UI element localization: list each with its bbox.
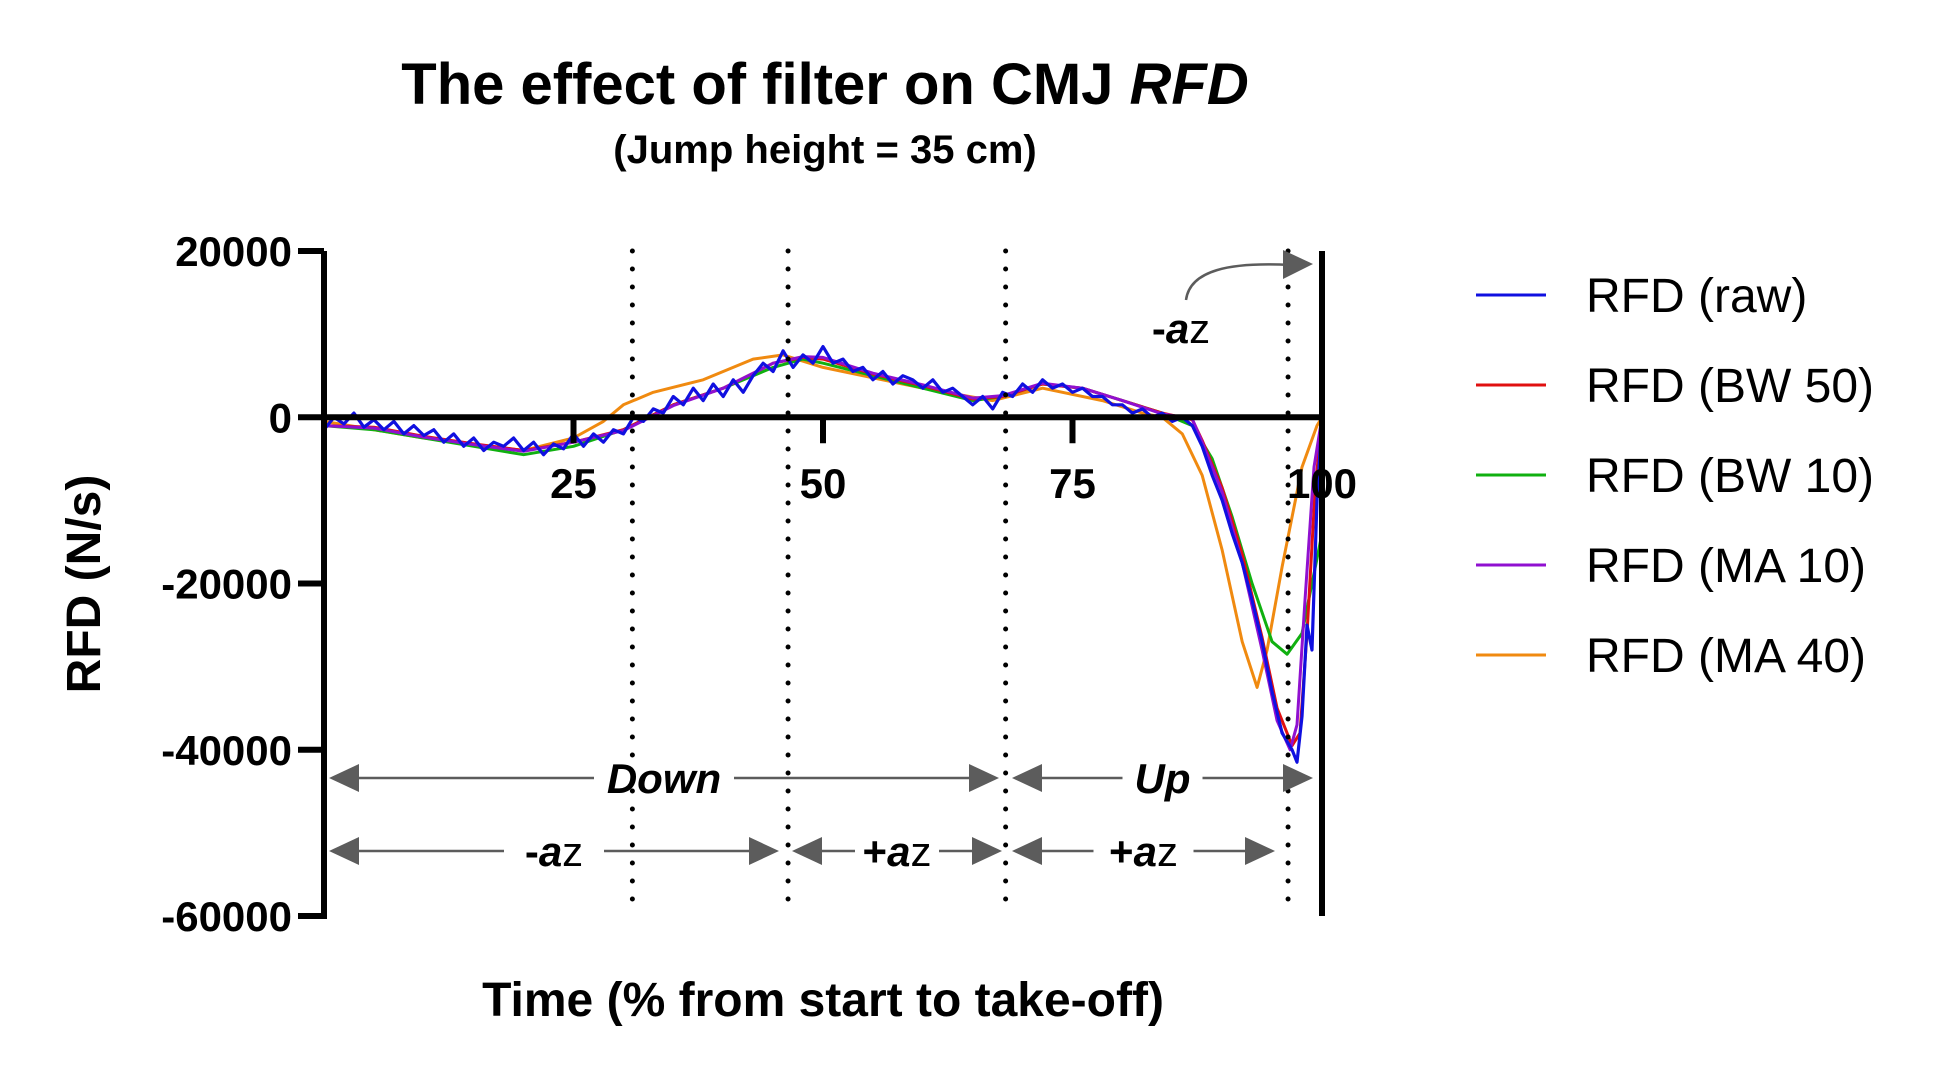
- phase-3-label: +az: [1109, 828, 1178, 875]
- axes: 20000 0 -20000 -40000 -60000 25 50 75 100: [161, 228, 1357, 940]
- x-tick-label: 50: [800, 460, 847, 507]
- arrowhead-left-icon: [1012, 837, 1042, 865]
- legend-label: RFD (BW 10): [1586, 450, 1874, 503]
- annotations: Down Up -az +az +az -az: [329, 250, 1313, 875]
- series-layer: [322, 345, 1324, 764]
- y-tick-label: 20000: [175, 228, 292, 275]
- curved-arrowhead-icon: [1283, 250, 1313, 279]
- chart-subtitle: (Jump height = 35 cm): [613, 128, 1036, 172]
- curved-arrow-line: [1184, 263, 1291, 301]
- legend-label: RFD (BW 50): [1586, 360, 1874, 413]
- arrowhead-right-icon: [1245, 837, 1275, 865]
- legend-label: RFD (raw): [1586, 270, 1807, 323]
- arrowhead-right-icon: [969, 764, 999, 792]
- x-tick-label: 25: [550, 460, 597, 507]
- down-phase-label: Down: [607, 755, 721, 802]
- arrowhead-left-icon: [329, 764, 359, 792]
- x-tick-label: 100: [1287, 460, 1357, 507]
- y-tick-label: 0: [269, 394, 292, 441]
- y-axis-label: RFD (N/s): [58, 475, 111, 694]
- legend-label: RFD (MA 40): [1586, 630, 1866, 683]
- series-line-rfd-raw: [322, 345, 1324, 764]
- chart-title: The effect of filter on CMJ RFD: [401, 52, 1248, 117]
- top-az-label: -az: [1152, 305, 1210, 352]
- series-line-rfd-ma-40: [323, 353, 1324, 689]
- x-tick-label: 75: [1049, 460, 1096, 507]
- legend-label: RFD (MA 10): [1586, 540, 1866, 593]
- arrowhead-right-icon: [1283, 764, 1313, 792]
- y-tick-label: -20000: [161, 561, 292, 608]
- arrowhead-right-icon: [749, 837, 779, 865]
- arrowhead-left-icon: [1012, 764, 1042, 792]
- phase-2-label: +az: [863, 828, 932, 875]
- arrowhead-left-icon: [792, 837, 822, 865]
- y-tick-label: -60000: [161, 893, 292, 940]
- x-axis-label: Time (% from start to take-off): [482, 974, 1164, 1027]
- series-line-rfd-bw-10: [323, 357, 1324, 656]
- phase-1-label: -az: [525, 828, 583, 875]
- up-phase-label: Up: [1135, 755, 1191, 802]
- y-tick-label: -40000: [161, 727, 292, 774]
- arrowhead-left-icon: [329, 837, 359, 865]
- legend: RFD (raw) RFD (BW 50) RFD (BW 10) RFD (MA 1…: [1476, 270, 1874, 683]
- arrowhead-right-icon: [972, 837, 1002, 865]
